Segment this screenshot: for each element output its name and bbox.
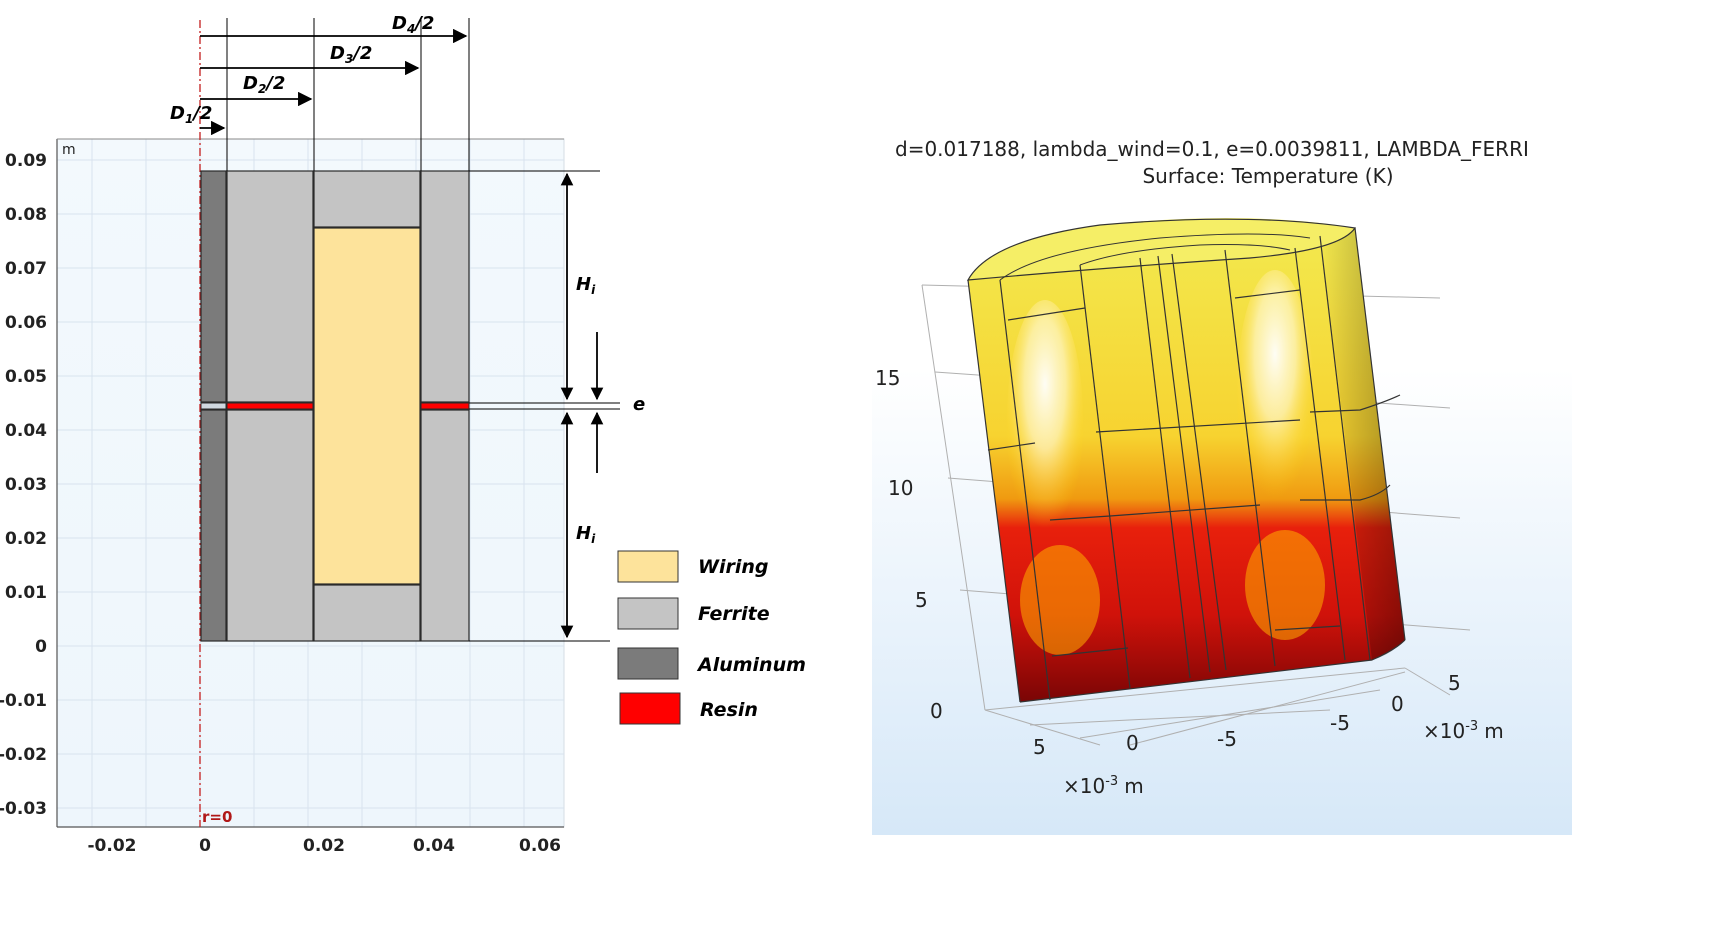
- z-tick-label: 5: [915, 588, 928, 612]
- z-tick-labels: 15 10 5 0: [875, 366, 943, 723]
- y-tick-label: -0.02: [0, 745, 47, 765]
- y-tick-label: 0.03: [5, 475, 47, 495]
- y-tick-label: 0.05: [5, 367, 47, 387]
- z-tick-label: 15: [875, 366, 900, 390]
- y3d-tick-label: 5: [1448, 671, 1461, 695]
- ferrite-inner-lower: [226, 409, 314, 642]
- y-tick-label: 0.07: [5, 259, 47, 279]
- ferrite-bottom-cap: [313, 584, 421, 642]
- plot-title: d=0.017188, lambda_wind=0.1, e=0.0039811…: [895, 137, 1529, 161]
- legend-swatch-wiring: [617, 550, 679, 583]
- y-tick-label: 0.06: [5, 313, 47, 333]
- aluminum-upper: [200, 170, 227, 403]
- resin-inner: [226, 402, 314, 410]
- cross-section-panel: m 0.09 0.08 0.07 0.06 0.05 0.04 0.03 0.0…: [0, 13, 806, 856]
- d3-label: D3/2: [330, 43, 372, 66]
- h-upper-label: Hi: [576, 274, 596, 297]
- geometry-gap: [200, 402, 470, 410]
- d1-label: D1/2: [170, 103, 212, 126]
- wiring-region: [313, 227, 421, 585]
- height-arrows: [560, 172, 604, 639]
- y-tick-label: 0.04: [5, 421, 47, 441]
- z-tick-label: 10: [888, 476, 913, 500]
- y3d-tick-label: -5: [1330, 711, 1350, 735]
- material-legend: Wiring Ferrite Aluminum Resin: [617, 550, 806, 725]
- ferrite-outer-lower: [420, 409, 470, 642]
- ferrite-inner-upper: [226, 170, 314, 403]
- y-tick-label: -0.03: [0, 799, 47, 819]
- d4-label: D4/2: [392, 13, 434, 36]
- y-tick-label: 0: [35, 637, 47, 657]
- y-tick-label: 0.02: [5, 529, 47, 549]
- y-tick-labels: 0.09 0.08 0.07 0.06 0.05 0.04 0.03 0.02 …: [0, 151, 47, 819]
- symmetry-axis-label: r=0: [202, 808, 232, 826]
- legend-swatch-resin: [619, 692, 681, 725]
- legend-swatch-ferrite: [617, 597, 679, 630]
- cylinder-model: [966, 218, 1406, 703]
- dimension-guides: [226, 18, 620, 642]
- x-tick-label: -0.02: [88, 836, 137, 856]
- x-tick-label: 0.06: [519, 836, 561, 856]
- z-tick-label: 0: [930, 699, 943, 723]
- y-tick-label: 0.08: [5, 205, 47, 225]
- grid-lines: [57, 139, 564, 827]
- diameter-arrows: [200, 28, 468, 136]
- x3d-tick-label: 5: [1033, 735, 1046, 759]
- x3d-scale-label: ×10-3 m: [1063, 774, 1144, 798]
- d2-label: D2/2: [243, 73, 285, 96]
- x3d-tick-label: 0: [1126, 731, 1139, 755]
- y-tick-label: 0.01: [5, 583, 47, 603]
- y3d-scale-label: ×10-3 m: [1423, 719, 1504, 743]
- x-tick-label: 0.02: [303, 836, 345, 856]
- unit-label: m: [62, 142, 76, 158]
- temperature-3d-panel: d=0.017188, lambda_wind=0.1, e=0.0039811…: [872, 117, 1572, 835]
- y3d-tick-label: 0: [1391, 692, 1404, 716]
- y-tick-label: -0.01: [0, 691, 47, 711]
- resin-outer: [420, 402, 470, 410]
- ferrite-top-cap: [313, 170, 421, 228]
- legend-label-wiring: Wiring: [698, 556, 768, 578]
- legend-label-resin: Resin: [700, 699, 758, 721]
- plot-subtitle: Surface: Temperature (K): [1142, 164, 1393, 188]
- h-lower-label: Hi: [576, 523, 596, 546]
- y-tick-label: 0.09: [5, 151, 47, 171]
- geometry-lower: [200, 409, 470, 642]
- aluminum-lower: [200, 409, 227, 642]
- e-label: e: [633, 394, 645, 415]
- ferrite-outer-upper: [420, 170, 470, 403]
- legend-label-ferrite: Ferrite: [698, 603, 770, 625]
- x-tick-labels: -0.02 0 0.02 0.04 0.06: [88, 836, 561, 856]
- x-tick-label: 0.04: [413, 836, 455, 856]
- legend-swatch-aluminum: [617, 647, 679, 680]
- geometry-upper: [200, 170, 470, 403]
- x3d-tick-labels: 5 0 -5: [1033, 727, 1237, 759]
- y3d-tick-labels: 5 0 -5: [1330, 671, 1461, 735]
- x-tick-label: 0: [199, 836, 211, 856]
- legend-label-aluminum: Aluminum: [696, 654, 806, 676]
- x3d-tick-label: -5: [1217, 727, 1237, 751]
